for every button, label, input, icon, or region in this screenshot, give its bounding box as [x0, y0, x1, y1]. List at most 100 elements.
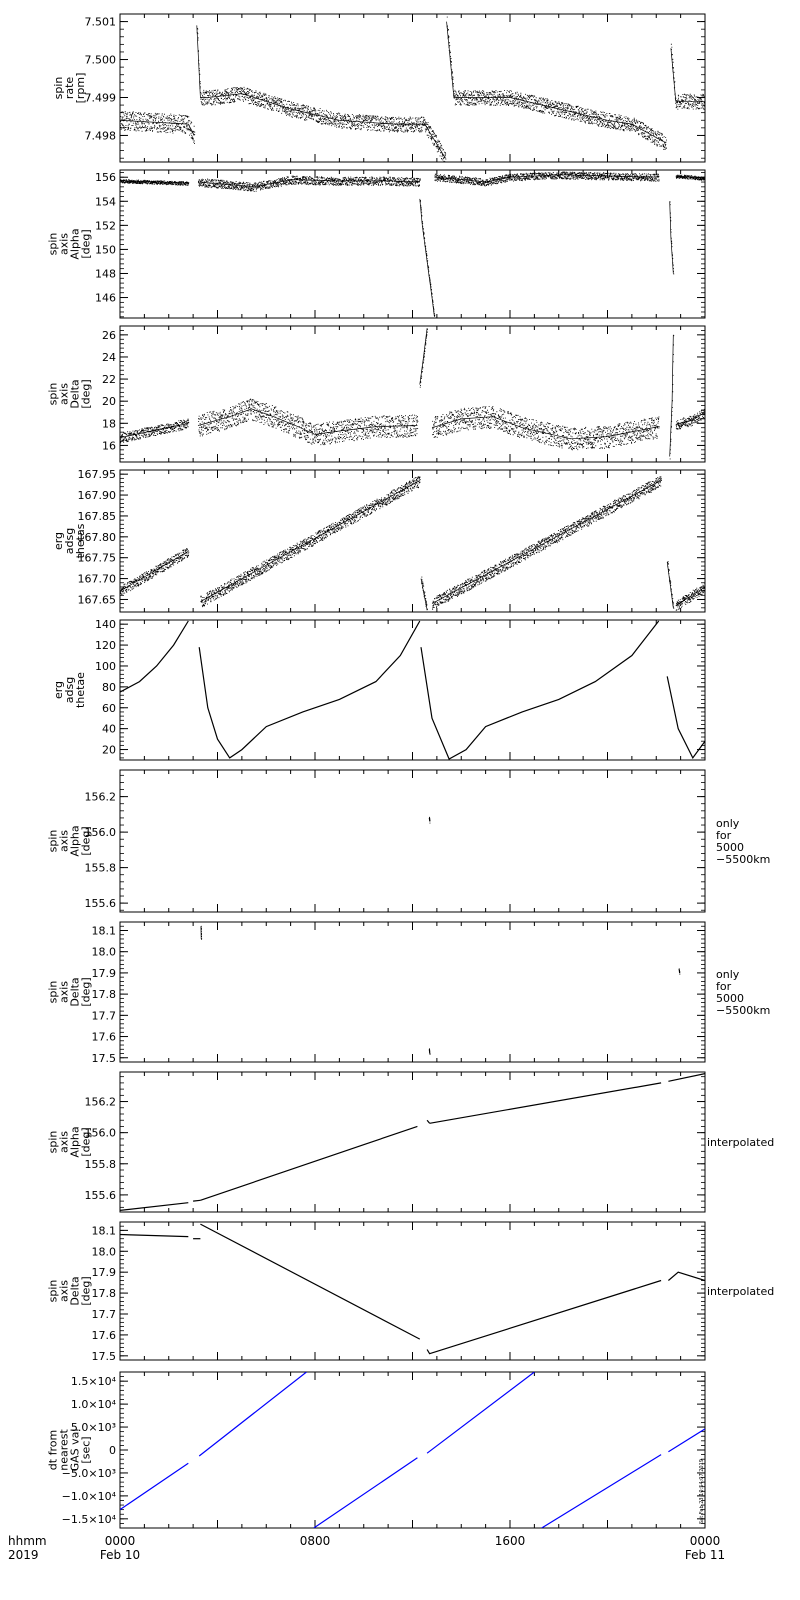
y-axis-label-line: thetae — [74, 672, 87, 708]
y-axis-label-line: spin — [52, 77, 65, 100]
y-axis-label-line: [deg] — [80, 1127, 93, 1156]
series-trend — [446, 21, 667, 144]
series-line-segment — [429, 1082, 662, 1124]
series-trend — [419, 328, 428, 385]
series-line-segment — [426, 1119, 431, 1124]
y-axis-label-line: [deg] — [80, 977, 93, 1006]
y-axis-label-line: Alpha — [69, 825, 82, 856]
y-axis-label-line: spin — [47, 981, 60, 1004]
y-axis-label-line: spin — [47, 1280, 60, 1303]
series-trend — [428, 817, 430, 822]
y-tick-label: 17.5 — [92, 1350, 117, 1363]
series — [120, 476, 705, 612]
panel-5: 20 40 60 80 100 120 140 ergadsgthetae — [52, 618, 706, 761]
y-axis-label-line: nearest — [58, 1429, 71, 1471]
plot-timestamp: Sat Feb 23 10:54:07 2019 — [699, 1459, 705, 1524]
y-axis-label-line: [sec] — [80, 1436, 93, 1463]
panel-6: 155.6 155.8 156.0 156.2 spinaxisAlpha[deg] on… — [47, 769, 770, 913]
y-tick-label: 140 — [95, 618, 116, 631]
y-axis-label: spinrate[rpm] — [52, 73, 87, 104]
series-points-segment — [446, 16, 667, 150]
y-axis-label-line: [deg] — [80, 1276, 93, 1305]
panel-frame — [119, 325, 706, 463]
series-points-segment — [198, 175, 421, 192]
side-label-line: interpolated — [707, 1285, 774, 1298]
y-tick-label: 18.0 — [92, 946, 117, 959]
y-tick-label: 7.499 — [85, 91, 117, 104]
series-points-segment — [120, 548, 190, 596]
y-axis-label-line: erg — [52, 681, 65, 699]
y-tick-label: 17.6 — [92, 1329, 117, 1342]
series-trend — [669, 334, 674, 457]
y-tick-label: 167.70 — [78, 573, 117, 586]
x-tick-label: 0000 — [105, 1534, 136, 1548]
y-tick-label: 167.80 — [78, 531, 117, 544]
y-axis-label: spinaxisAlpha[deg] — [47, 1126, 93, 1157]
series-line-segment — [666, 676, 705, 760]
y-axis-label-line: spin — [47, 233, 60, 256]
series — [428, 816, 431, 824]
series — [120, 328, 705, 460]
series-trend — [200, 480, 420, 602]
y-tick-label: 156.0 — [85, 1127, 117, 1140]
series-points-segment — [667, 561, 675, 609]
y-axis-label: spinaxisDelta[deg] — [47, 1276, 93, 1305]
series-points-segment — [434, 171, 660, 187]
y-tick-label: 148 — [95, 267, 116, 280]
y-tick-label: −5.0×10³ — [62, 1467, 116, 1480]
series-line-segment — [200, 1223, 421, 1340]
series-line-segment — [120, 1233, 189, 1238]
x-tick-date: Feb 11 — [685, 1548, 725, 1562]
y-axis-label-line: Alpha — [69, 1126, 82, 1157]
y-tick-label: −1.0×10⁴ — [62, 1490, 117, 1503]
y-axis-label-line: axis — [58, 233, 71, 255]
y-tick-label: 40 — [102, 723, 116, 736]
series-trend — [120, 119, 195, 136]
y-tick-label: 146 — [95, 292, 116, 305]
series-points-segment — [120, 179, 190, 186]
y-axis-label-line: adsg — [63, 677, 76, 703]
y-tick-label: 16 — [102, 439, 116, 452]
series-line-segment — [668, 1271, 705, 1282]
series-trend — [434, 174, 659, 183]
panel-4: 167.65 167.70 167.75 167.80 167.85 167.90 167.… — [52, 468, 706, 613]
panel-3: 16 18 20 22 24 26 spinaxisDelta[deg] — [47, 325, 706, 463]
y-tick-label: 156.2 — [85, 1096, 117, 1109]
y-tick-label: 154 — [95, 195, 116, 208]
y-tick-label: 18.0 — [92, 1245, 117, 1258]
y-tick-label: 7.500 — [85, 54, 117, 67]
series-points-segment — [670, 43, 705, 110]
series — [120, 16, 705, 162]
series-points-segment — [432, 406, 660, 451]
series-trend — [669, 201, 674, 274]
series-trend — [197, 179, 420, 188]
side-label-line: −5500km — [716, 1004, 770, 1017]
side-label-line: 5000 — [716, 992, 744, 1005]
panel-9: 17.5 17.6 17.7 17.8 17.9 18.0 18.1 spinaxisDelt… — [47, 1221, 774, 1363]
y-axis-label-line: axis — [58, 1280, 71, 1302]
series-line-segment — [420, 620, 660, 760]
series-trend — [196, 25, 446, 159]
x-tick-label: 1600 — [495, 1534, 526, 1548]
y-tick-label: 152 — [95, 219, 116, 232]
series-line-segment — [198, 1372, 307, 1457]
series-points-segment — [432, 476, 662, 610]
series-line-segment — [120, 620, 189, 693]
y-tick-label: 0 — [109, 1444, 116, 1457]
series-trend — [419, 198, 435, 317]
series-trend — [120, 551, 189, 592]
y-axis-label-line: axis — [58, 981, 71, 1003]
y-axis-label: dt fromnearestGAS val[sec] — [47, 1429, 93, 1472]
series — [120, 620, 705, 760]
series-line-segment — [426, 1372, 535, 1454]
y-axis-label-line: GAS val — [69, 1429, 82, 1472]
series-points-segment — [675, 408, 705, 430]
series-points-segment — [120, 418, 190, 444]
y-tick-label: 80 — [102, 681, 116, 694]
series-points-segment — [200, 476, 421, 608]
y-tick-label: 7.498 — [85, 129, 117, 142]
series-trend — [420, 578, 428, 610]
y-tick-label: 22 — [102, 373, 116, 386]
y-tick-label: 18 — [102, 417, 116, 430]
